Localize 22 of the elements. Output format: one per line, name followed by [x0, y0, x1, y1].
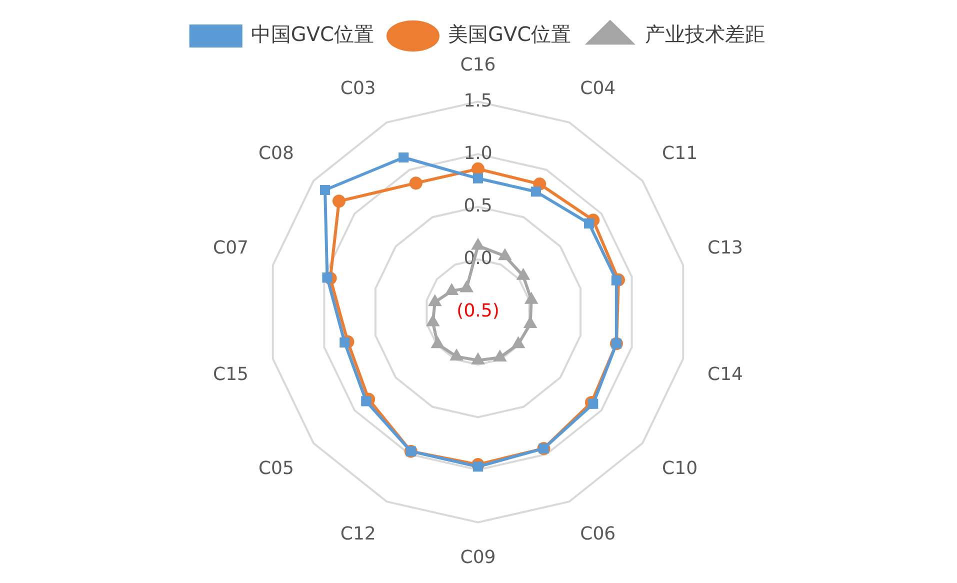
- y-tick-label: 1.0: [464, 142, 492, 164]
- legend-label: 产业技术差距: [645, 22, 766, 46]
- legend-label: 美国GVC位置: [448, 22, 572, 46]
- spoke-label: C06: [580, 524, 616, 545]
- legend-label: 中国GVC位置: [250, 22, 374, 46]
- spoke-label: C15: [213, 364, 248, 385]
- y-tick-label: 0.0: [464, 248, 492, 270]
- spoke-label: C08: [258, 143, 294, 164]
- spoke-label: C16: [460, 54, 496, 76]
- spoke-label: C11: [662, 143, 698, 164]
- spoke-label: C03: [340, 78, 376, 99]
- y-tick-label: 1.5: [464, 90, 492, 112]
- spoke-label: C04: [580, 78, 616, 99]
- y-tick-label: 0.5: [464, 195, 492, 216]
- spoke-label: C07: [213, 237, 248, 258]
- spoke-label: C09: [460, 546, 496, 568]
- spoke-label: C12: [340, 524, 376, 545]
- y-tick-label: (0.5): [456, 300, 500, 322]
- spoke-label: C14: [708, 364, 743, 385]
- spoke-label: C10: [662, 458, 698, 480]
- spoke-label: C05: [258, 458, 294, 480]
- spoke-label: C13: [708, 237, 743, 258]
